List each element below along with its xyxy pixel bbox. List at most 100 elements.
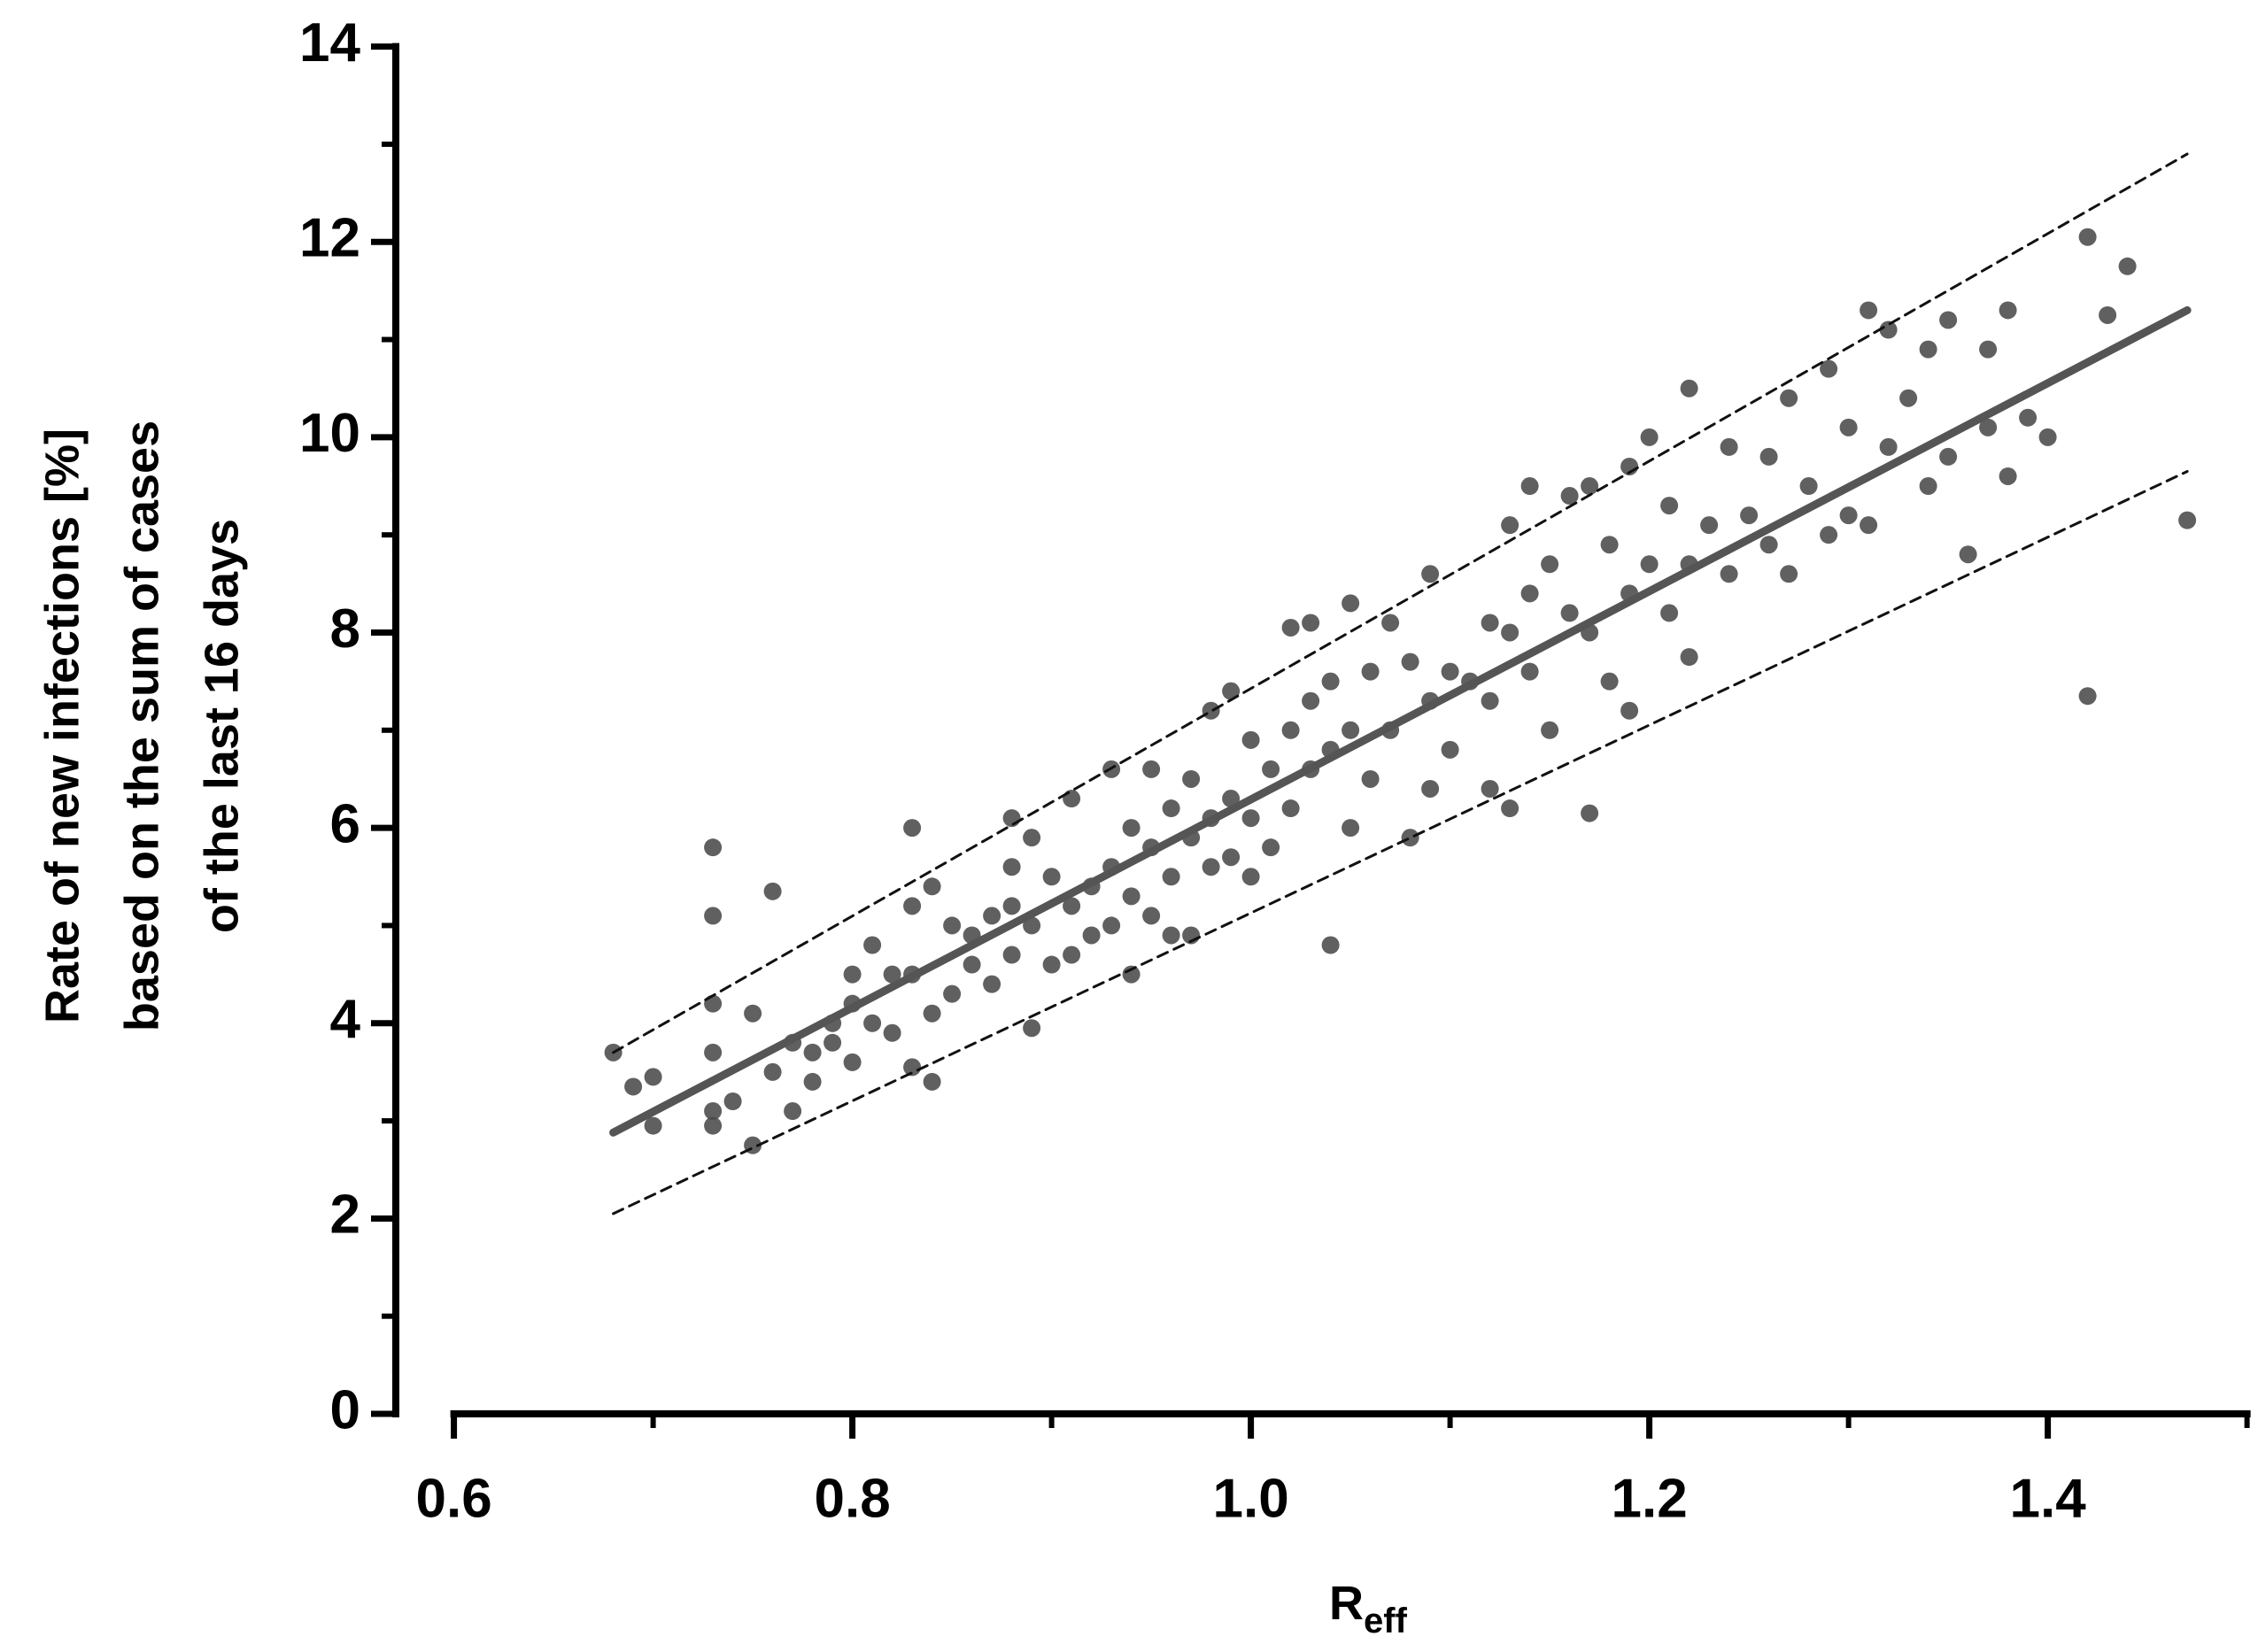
data-point bbox=[1122, 819, 1141, 838]
data-point bbox=[784, 1102, 802, 1121]
data-point bbox=[1780, 389, 1798, 407]
data-point bbox=[1202, 701, 1220, 720]
data-point bbox=[1620, 701, 1639, 720]
data-point bbox=[1162, 799, 1180, 818]
x-label-sub: eff bbox=[1364, 1602, 1408, 1640]
data-point bbox=[1401, 652, 1419, 671]
data-point bbox=[1581, 804, 1599, 822]
x-tick-label: 0.6 bbox=[415, 1468, 491, 1529]
data-point bbox=[1122, 887, 1141, 906]
y-tick-label: 0 bbox=[330, 1379, 360, 1440]
data-point bbox=[704, 1043, 723, 1061]
y-tick-label: 14 bbox=[299, 12, 360, 73]
data-point bbox=[1342, 594, 1360, 613]
data-point bbox=[803, 1043, 822, 1061]
data-point bbox=[1142, 760, 1161, 778]
data-point bbox=[1241, 730, 1260, 749]
data-point bbox=[1660, 497, 1679, 515]
data-point bbox=[1241, 809, 1260, 828]
data-point bbox=[1759, 536, 1778, 554]
data-point bbox=[1799, 477, 1818, 496]
x-tick-label: 1.2 bbox=[1611, 1468, 1687, 1529]
data-point bbox=[1262, 760, 1280, 778]
data-point bbox=[1541, 555, 1559, 574]
data-point bbox=[1342, 819, 1360, 838]
data-point bbox=[1879, 437, 1898, 456]
data-point bbox=[2178, 511, 2197, 529]
data-point bbox=[1820, 526, 1838, 544]
x-axis-label: Reff bbox=[1329, 1577, 1408, 1640]
data-point bbox=[1520, 662, 1539, 681]
data-point bbox=[1421, 779, 1440, 798]
data-point bbox=[824, 1033, 842, 1052]
data-point bbox=[1959, 545, 1977, 564]
data-point bbox=[1063, 946, 1081, 964]
data-point bbox=[1979, 418, 1998, 436]
data-point bbox=[1042, 955, 1061, 974]
data-point bbox=[1600, 672, 1619, 691]
data-point bbox=[704, 907, 723, 925]
data-point bbox=[2019, 408, 2038, 427]
data-point bbox=[1162, 868, 1180, 886]
data-point bbox=[903, 1058, 922, 1077]
prediction-band bbox=[612, 152, 2189, 1054]
data-point bbox=[1919, 340, 1937, 359]
data-point bbox=[1241, 868, 1260, 886]
data-point bbox=[2078, 687, 2097, 706]
data-point bbox=[1023, 916, 1041, 935]
data-point bbox=[2099, 305, 2117, 324]
data-point bbox=[843, 1053, 862, 1071]
data-point bbox=[863, 1014, 882, 1032]
data-point bbox=[1820, 359, 1838, 378]
data-point bbox=[1142, 907, 1161, 925]
data-point bbox=[1361, 769, 1380, 788]
data-point bbox=[983, 975, 1001, 993]
data-point bbox=[1899, 389, 1918, 407]
data-point bbox=[1560, 604, 1579, 622]
data-point bbox=[1342, 721, 1360, 739]
data-point bbox=[1640, 428, 1659, 446]
data-point bbox=[1302, 614, 1320, 632]
data-point bbox=[1879, 320, 1898, 339]
data-point bbox=[1002, 858, 1021, 876]
data-point bbox=[1281, 721, 1300, 739]
data-point bbox=[1401, 829, 1419, 847]
data-point bbox=[1541, 721, 1559, 739]
data-point bbox=[803, 1072, 822, 1091]
data-point bbox=[943, 916, 962, 935]
data-point bbox=[1520, 584, 1539, 603]
data-point bbox=[1222, 790, 1241, 808]
x-tick-label: 1.4 bbox=[2009, 1468, 2086, 1529]
data-point bbox=[2078, 228, 2097, 246]
data-point bbox=[1262, 838, 1280, 857]
data-point bbox=[943, 984, 962, 1003]
data-point bbox=[1660, 604, 1679, 622]
data-point bbox=[963, 955, 981, 974]
data-point bbox=[883, 965, 901, 984]
data-point bbox=[1939, 311, 1958, 329]
data-point bbox=[1441, 662, 1459, 681]
data-point bbox=[1202, 858, 1220, 876]
data-point bbox=[1860, 516, 1878, 535]
data-point bbox=[1222, 682, 1241, 700]
data-point bbox=[1281, 618, 1300, 637]
data-point bbox=[1501, 799, 1520, 818]
data-point bbox=[1063, 897, 1081, 915]
data-point bbox=[644, 1068, 662, 1086]
data-point bbox=[1501, 516, 1520, 535]
data-point bbox=[1182, 769, 1201, 788]
data-point bbox=[1860, 301, 1878, 320]
x-tick-label: 1.0 bbox=[1212, 1468, 1288, 1529]
fit-line bbox=[609, 305, 2192, 1137]
y-label-line: Rate of new infections [%] bbox=[35, 428, 89, 1023]
data-point bbox=[1600, 536, 1619, 554]
data-point bbox=[1122, 965, 1141, 984]
data-point bbox=[1740, 506, 1759, 525]
data-point bbox=[1979, 340, 1998, 359]
data-point bbox=[1321, 936, 1340, 954]
data-point bbox=[704, 838, 723, 857]
prediction-band bbox=[612, 469, 2189, 1216]
data-point bbox=[1281, 799, 1300, 818]
data-point bbox=[1002, 897, 1021, 915]
